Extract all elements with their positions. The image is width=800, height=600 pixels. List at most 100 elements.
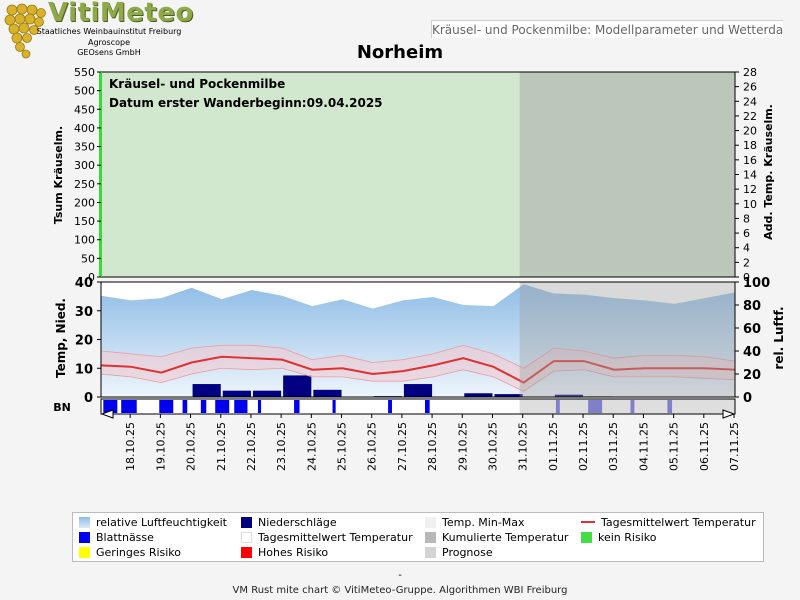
- model-y-right-tick-label: 0: [743, 271, 750, 284]
- leaf-wetness-bar: [588, 400, 603, 413]
- precip-bar: [464, 393, 493, 397]
- leaf-wetness-bar: [257, 400, 262, 413]
- legend-label: relative Luftfeuchtigkeit: [96, 516, 227, 529]
- model-forecast-shade: [519, 72, 735, 277]
- axes-layer: 0501001502002503003504004505005500246810…: [52, 66, 786, 471]
- x-tick-label: 27.10.25: [396, 422, 409, 471]
- weather-y-right-axis-label: rel. Luftf.: [772, 306, 786, 369]
- legend-item: Tagesmittelwert Temperatur: [241, 531, 413, 545]
- precip-bar: [554, 394, 584, 397]
- x-tick-label: 03.11.25: [607, 422, 620, 471]
- legend-swatch: [581, 521, 595, 523]
- model-y-tick-label: 400: [74, 122, 95, 135]
- model-y-right-tick-label: 4: [743, 242, 750, 255]
- legend-label: Kumulierte Temperatur: [442, 531, 569, 544]
- x-tick-label: 18.10.25: [124, 422, 137, 471]
- leaf-plot-frame: [100, 398, 736, 415]
- leaf-wetness-bar: [294, 400, 300, 413]
- model-y-tick-label: 550: [74, 66, 95, 79]
- x-tick-label: 02.11.25: [577, 422, 590, 471]
- leaf-forecast-shade: [519, 399, 735, 414]
- legend-item: Temp. Min-Max: [425, 516, 525, 530]
- leaf-wetness-bar: [200, 400, 207, 413]
- model-annotation-title: Kräusel- und Pockenmilbe: [109, 77, 285, 91]
- model-y-tick-label: 500: [74, 85, 95, 98]
- x-tick-label: 23.10.25: [275, 422, 288, 471]
- weather-y-right-tick-label: 20: [743, 368, 761, 383]
- weather-y-right-tick-label: 0: [743, 391, 752, 406]
- chart-title: Norheim: [356, 42, 444, 63]
- x-tick-label: 26.10.25: [366, 422, 379, 471]
- x-tick-label: 31.10.25: [517, 422, 530, 471]
- weather-y-right-tick-label: 80: [743, 299, 761, 314]
- leaf-wetness-bar: [424, 400, 430, 413]
- model-y-right-tick-label: 10: [743, 198, 757, 211]
- leaf-wetness-bar: [555, 400, 560, 413]
- model-y-right-tick-label: 2: [743, 256, 750, 269]
- legend-label: Blattnässe: [96, 531, 154, 544]
- leaf-wetness-bar: [159, 400, 174, 413]
- weather-y-tick-label: 0: [84, 391, 93, 406]
- logo-wordmark: VitiMeteo: [48, 0, 194, 28]
- leaf-wetness-bar: [630, 400, 635, 413]
- x-tick-label: 01.11.25: [547, 422, 560, 471]
- model-y-right-axis-label: Add. Temp. Kräuselm.: [762, 104, 775, 240]
- model-y-tick-label: 300: [74, 159, 95, 172]
- x-tick-label: 20.10.25: [185, 422, 198, 471]
- legend-item: Prognose: [425, 546, 493, 560]
- x-tick-label: 25.10.25: [336, 422, 349, 471]
- model-y-right-tick-label: 20: [743, 125, 757, 138]
- x-tick-label: 06.11.25: [698, 422, 711, 471]
- precip-bar: [283, 375, 312, 397]
- legend-swatch: [79, 547, 90, 558]
- leaf-wetness-bar: [332, 400, 336, 413]
- legend-label: Hohes Risiko: [258, 546, 329, 559]
- model-y-right-tick-label: 28: [743, 66, 757, 79]
- leaf-wetness-bar: [667, 400, 673, 413]
- legend-item: Geringes Risiko: [79, 546, 181, 560]
- leaf-wetness-bar: [103, 400, 118, 413]
- weather-y-axis-label: Temp, Nied.: [54, 298, 68, 378]
- model-y-right-tick-label: 8: [743, 212, 750, 225]
- logo-line-institute: Staatliches Weinbauinstitut Freiburg: [36, 27, 182, 36]
- x-tick-label: 22.10.25: [245, 422, 258, 471]
- weather-y-right-tick-label: 60: [743, 322, 761, 337]
- leaf-wetness-panel: [100, 398, 736, 415]
- legend-swatch: [241, 547, 252, 558]
- legend-swatch: [241, 517, 252, 528]
- model-y-right-tick-label: 12: [743, 183, 757, 196]
- risk-indicator-bar: [99, 72, 102, 277]
- weather-y-tick-label: 20: [75, 334, 93, 349]
- leaf-wetness-bar: [121, 400, 137, 413]
- model-annotation-date: Datum erster Wanderbeginn:09.04.2025: [109, 96, 383, 110]
- legend-item: Tagesmittelwert Temperatur: [581, 516, 756, 530]
- weather-forecast-shade: [519, 282, 735, 397]
- model-y-right-tick-label: 16: [743, 154, 757, 167]
- footer-credit: VM Rust mite chart © VitiMeteo-Gruppe. A…: [232, 585, 568, 596]
- logo-line-geosens: GEOsens GmbH: [77, 48, 141, 57]
- weather-y-right-tick-label: 40: [743, 345, 761, 360]
- legend-swatch: [241, 532, 252, 543]
- legend-swatch: [425, 547, 436, 558]
- precip-bar: [222, 390, 251, 397]
- model-y-tick-label: 450: [74, 103, 95, 116]
- legend-swatch: [581, 532, 592, 543]
- x-tick-label: 24.10.25: [305, 422, 318, 471]
- legend-label: Temp. Min-Max: [442, 516, 525, 529]
- leaf-y-axis-label: BN: [53, 401, 71, 414]
- x-tick-label: 28.10.25: [426, 422, 439, 471]
- logo-line-agroscope: Agroscope: [87, 38, 131, 47]
- legend-label: kein Risiko: [598, 531, 657, 544]
- grape-logo-icon: [4, 3, 46, 59]
- chart-subtitle: Kräusel- und Pockenmilbe: Modellparamete…: [431, 20, 783, 38]
- precip-bar: [252, 390, 282, 397]
- model-y-tick-label: 50: [81, 252, 95, 265]
- model-y-right-tick-label: 26: [743, 81, 757, 94]
- legend-item: Kumulierte Temperatur: [425, 531, 568, 545]
- x-tick-label: 19.10.25: [154, 422, 167, 471]
- footer-dash: -: [398, 570, 402, 581]
- legend-label: Geringes Risiko: [96, 546, 182, 559]
- precip-bar: [403, 384, 433, 397]
- legend-label: Tagesmittelwert Temperatur: [258, 531, 413, 544]
- model-y-tick-label: 100: [74, 234, 95, 247]
